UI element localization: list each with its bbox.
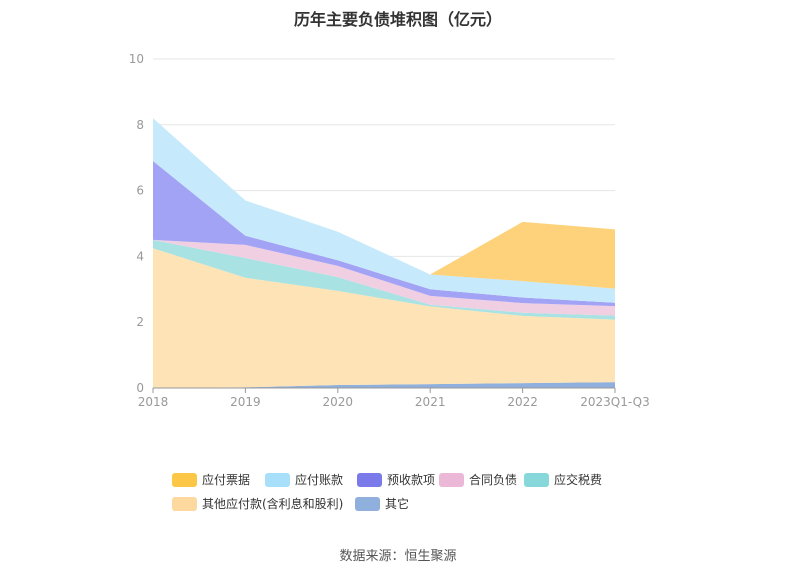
- x-axis-labels: 2018 2019 2020 2021 2022 2023Q1-Q3: [138, 395, 650, 409]
- legend-label: 其它: [385, 497, 410, 511]
- area-合同负债: [153, 239, 615, 316]
- y-tick-label: 6: [136, 184, 144, 198]
- legend-item[interactable]: 应交税费: [524, 471, 602, 488]
- legend-swatch: [265, 472, 290, 487]
- legend-item[interactable]: 应付票据: [172, 471, 250, 488]
- source-note: 数据来源：恒生聚源: [0, 545, 796, 564]
- area-应付账款: [153, 118, 615, 303]
- area-series: [153, 118, 615, 388]
- y-tick-label: 10: [129, 52, 144, 66]
- area-其它: [153, 382, 615, 388]
- y-tick-label: 4: [136, 249, 144, 263]
- x-axis: [152, 387, 616, 393]
- legend-swatch: [172, 472, 197, 487]
- y-axis-labels: 0 2 4 6 8 10: [129, 52, 144, 395]
- legend-swatch: [524, 472, 549, 487]
- legend-item[interactable]: 其它: [355, 495, 409, 512]
- source-label: 数据来源：: [339, 549, 405, 564]
- legend-label: 应付账款: [295, 473, 344, 487]
- legend-item[interactable]: 预收款项: [357, 471, 435, 488]
- legend-swatch: [172, 496, 197, 511]
- legend-label: 应付票据: [202, 473, 251, 487]
- legend-label: 应交税费: [554, 473, 603, 487]
- source-name: 恒生聚源: [404, 549, 457, 564]
- legend-swatch: [439, 472, 464, 487]
- y-tick-label: 0: [136, 381, 144, 395]
- legend-label: 合同负债: [469, 473, 518, 487]
- legend-item[interactable]: 应付账款: [265, 471, 343, 488]
- chart-title: 历年主要负债堆积图（亿元）: [293, 10, 502, 29]
- area-应付票据: [430, 221, 615, 289]
- legend-label: 其他应付款(含利息和股利): [202, 497, 344, 511]
- x-tick-label: 2023Q1-Q3: [580, 395, 649, 409]
- legend-item[interactable]: 其他应付款(含利息和股利): [172, 495, 343, 512]
- x-tick-label: 2020: [323, 395, 354, 409]
- x-tick-label: 2018: [138, 395, 169, 409]
- legend-item[interactable]: 合同负债: [439, 471, 517, 488]
- stacked-area-chart: 0 2 4 6 8 10 2018 2019 2020 2021 2022 2023Q1-Q3: [129, 52, 650, 409]
- legend-label: 预收款项: [387, 473, 436, 487]
- x-tick-label: 2021: [415, 395, 446, 409]
- legend-swatch: [355, 496, 380, 511]
- legend-swatch: [357, 472, 382, 487]
- area-其他应付款(含利息和股利): [153, 248, 615, 388]
- x-tick-label: 2019: [230, 395, 261, 409]
- y-tick-label: 2: [136, 315, 144, 329]
- area-预收款项: [153, 161, 615, 307]
- x-tick-label: 2022: [507, 395, 538, 409]
- y-tick-label: 8: [136, 118, 144, 132]
